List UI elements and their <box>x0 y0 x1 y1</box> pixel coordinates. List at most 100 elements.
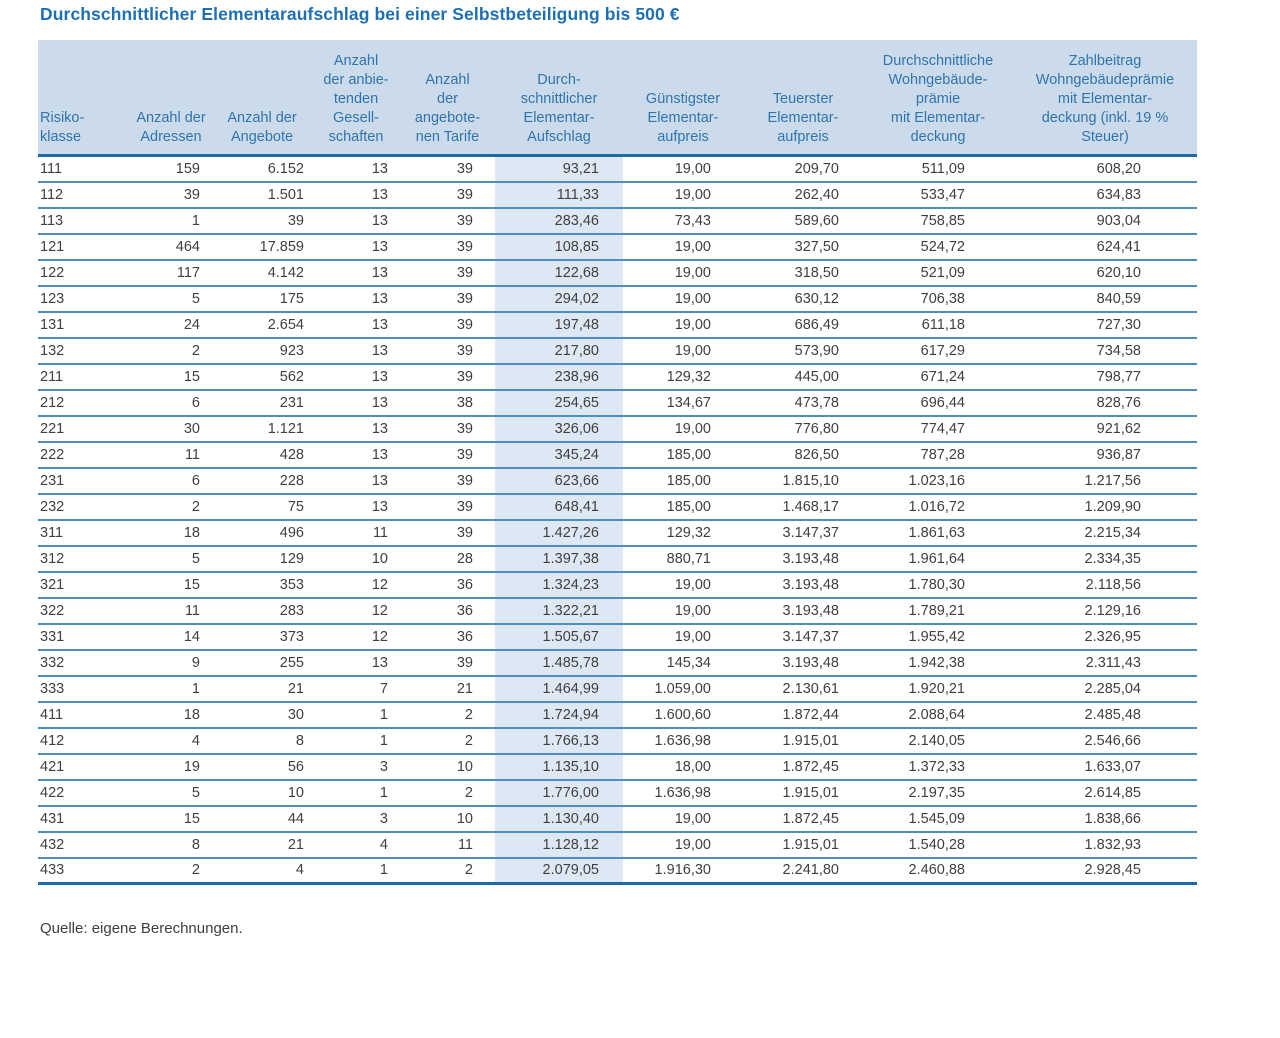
cell-anzahl-gesellschaften: 13 <box>312 311 400 339</box>
cell-teuerster-elementaraufpreis: 1.915,01 <box>743 779 863 807</box>
cell-durchschnittliche-wohngebaeudepraemie: 1.780,30 <box>863 571 1013 599</box>
column-header-durchschnittlicher-elementar-aufschlag: Durch- schnittlicher Elementar- Aufschla… <box>495 40 623 157</box>
cell-teuerster-elementaraufpreis: 327,50 <box>743 233 863 261</box>
table-row-221: 221 30 1.121 13 39 326,06 19,00 776,80 774,47 921… <box>38 415 1197 443</box>
cell-anzahl-gesellschaften: 1 <box>312 779 400 807</box>
cell-risikoklasse: 333 <box>38 675 130 703</box>
cell-durchschnittlicher-elementar-aufschlag: 345,24 <box>495 441 623 469</box>
page-title: Durchschnittlicher Elementaraufschlag be… <box>40 4 680 24</box>
cell-durchschnittliche-wohngebaeudepraemie: 1.942,38 <box>863 649 1013 677</box>
cell-durchschnittliche-wohngebaeudepraemie: 1.861,63 <box>863 519 1013 547</box>
cell-durchschnittliche-wohngebaeudepraemie: 611,18 <box>863 311 1013 339</box>
cell-zahlbeitrag: 2.118,56 <box>1013 571 1197 599</box>
cell-teuerster-elementaraufpreis: 1.872,45 <box>743 805 863 833</box>
cell-anzahl-gesellschaften: 7 <box>312 675 400 703</box>
cell-anzahl-tarife: 36 <box>400 623 495 651</box>
cell-zahlbeitrag: 2.311,43 <box>1013 649 1197 677</box>
cell-anzahl-tarife: 11 <box>400 831 495 859</box>
cell-durchschnittlicher-elementar-aufschlag: 1.724,94 <box>495 701 623 729</box>
cell-zahlbeitrag: 2.546,66 <box>1013 727 1197 755</box>
cell-anzahl-gesellschaften: 13 <box>312 415 400 443</box>
cell-zahlbeitrag: 1.838,66 <box>1013 805 1197 833</box>
cell-anzahl-tarife: 39 <box>400 259 495 287</box>
cell-zahlbeitrag: 1.832,93 <box>1013 831 1197 859</box>
cell-anzahl-adressen: 18 <box>130 519 212 547</box>
cell-durchschnittliche-wohngebaeudepraemie: 787,28 <box>863 441 1013 469</box>
table-row-123: 123 5 175 13 39 294,02 19,00 630,12 706,38 840,59 <box>38 285 1197 313</box>
cell-guenstigster-elementaraufpreis: 880,71 <box>623 545 743 573</box>
cell-teuerster-elementaraufpreis: 3.193,48 <box>743 571 863 599</box>
table-row-411: 411 18 30 1 2 1.724,94 1.600,60 1.872,44 2.088,6… <box>38 701 1197 729</box>
cell-guenstigster-elementaraufpreis: 19,00 <box>623 337 743 365</box>
cell-guenstigster-elementaraufpreis: 18,00 <box>623 753 743 781</box>
cell-risikoklasse: 222 <box>38 441 130 469</box>
cell-durchschnittlicher-elementar-aufschlag: 1.130,40 <box>495 805 623 833</box>
cell-teuerster-elementaraufpreis: 209,70 <box>743 155 863 183</box>
cell-anzahl-angebote: 175 <box>212 285 312 313</box>
cell-zahlbeitrag: 2.326,95 <box>1013 623 1197 651</box>
cell-anzahl-gesellschaften: 10 <box>312 545 400 573</box>
cell-zahlbeitrag: 727,30 <box>1013 311 1197 339</box>
cell-anzahl-gesellschaften: 13 <box>312 389 400 417</box>
cell-anzahl-tarife: 36 <box>400 597 495 625</box>
cell-anzahl-angebote: 39 <box>212 207 312 235</box>
cell-anzahl-angebote: 373 <box>212 623 312 651</box>
cell-anzahl-angebote: 4 <box>212 857 312 885</box>
cell-guenstigster-elementaraufpreis: 129,32 <box>623 519 743 547</box>
cell-zahlbeitrag: 620,10 <box>1013 259 1197 287</box>
cell-anzahl-gesellschaften: 13 <box>312 337 400 365</box>
cell-anzahl-gesellschaften: 12 <box>312 597 400 625</box>
cell-durchschnittliche-wohngebaeudepraemie: 521,09 <box>863 259 1013 287</box>
column-header-anzahl-adressen: Anzahl der Adressen <box>130 40 212 157</box>
cell-anzahl-adressen: 6 <box>130 467 212 495</box>
cell-risikoklasse: 433 <box>38 857 130 885</box>
cell-durchschnittlicher-elementar-aufschlag: 1.324,23 <box>495 571 623 599</box>
cell-guenstigster-elementaraufpreis: 1.600,60 <box>623 701 743 729</box>
cell-durchschnittlicher-elementar-aufschlag: 1.427,26 <box>495 519 623 547</box>
column-header-zahlbeitrag: Zahlbeitrag Wohngebäudeprämie mit Elemen… <box>1013 40 1197 157</box>
cell-risikoklasse: 212 <box>38 389 130 417</box>
table-row-211: 211 15 562 13 39 238,96 129,32 445,00 671,24 798,… <box>38 363 1197 391</box>
elementaraufschlag-table: Risiko- klasse Anzahl der Adressen Anzahl … <box>38 40 1197 885</box>
cell-anzahl-angebote: 231 <box>212 389 312 417</box>
cell-anzahl-adressen: 18 <box>130 701 212 729</box>
table-row-333: 333 1 21 7 21 1.464,99 1.059,00 2.130,61 1.920,2… <box>38 675 1197 703</box>
cell-teuerster-elementaraufpreis: 3.193,48 <box>743 649 863 677</box>
table-row-113: 113 1 39 13 39 283,46 73,43 589,60 758,85 903,04 <box>38 207 1197 235</box>
cell-anzahl-angebote: 56 <box>212 753 312 781</box>
cell-anzahl-adressen: 6 <box>130 389 212 417</box>
cell-durchschnittlicher-elementar-aufschlag: 1.397,38 <box>495 545 623 573</box>
cell-anzahl-adressen: 2 <box>130 493 212 521</box>
cell-durchschnittliche-wohngebaeudepraemie: 2.088,64 <box>863 701 1013 729</box>
cell-anzahl-tarife: 39 <box>400 649 495 677</box>
cell-anzahl-adressen: 14 <box>130 623 212 651</box>
cell-durchschnittliche-wohngebaeudepraemie: 617,29 <box>863 337 1013 365</box>
cell-anzahl-tarife: 39 <box>400 337 495 365</box>
cell-durchschnittlicher-elementar-aufschlag: 283,46 <box>495 207 623 235</box>
cell-risikoklasse: 422 <box>38 779 130 807</box>
cell-anzahl-angebote: 228 <box>212 467 312 495</box>
cell-guenstigster-elementaraufpreis: 185,00 <box>623 467 743 495</box>
cell-teuerster-elementaraufpreis: 589,60 <box>743 207 863 235</box>
cell-anzahl-adressen: 1 <box>130 207 212 235</box>
cell-anzahl-gesellschaften: 13 <box>312 493 400 521</box>
cell-anzahl-tarife: 21 <box>400 675 495 703</box>
table-row-433: 433 2 4 1 2 2.079,05 1.916,30 2.241,80 2.460,88 2… <box>38 857 1197 885</box>
cell-durchschnittliche-wohngebaeudepraemie: 671,24 <box>863 363 1013 391</box>
column-header-risikoklasse: Risiko- klasse <box>38 40 130 157</box>
cell-durchschnittliche-wohngebaeudepraemie: 2.140,05 <box>863 727 1013 755</box>
column-header-anzahl-gesellschaften: Anzahl der anbie- tenden Gesell- schafte… <box>312 40 400 157</box>
cell-teuerster-elementaraufpreis: 2.130,61 <box>743 675 863 703</box>
cell-durchschnittliche-wohngebaeudepraemie: 524,72 <box>863 233 1013 261</box>
cell-teuerster-elementaraufpreis: 3.147,37 <box>743 519 863 547</box>
cell-anzahl-adressen: 1 <box>130 675 212 703</box>
cell-anzahl-gesellschaften: 13 <box>312 441 400 469</box>
cell-anzahl-angebote: 17.859 <box>212 233 312 261</box>
cell-teuerster-elementaraufpreis: 630,12 <box>743 285 863 313</box>
table-row-421: 421 19 56 3 10 1.135,10 18,00 1.872,45 1.372,33 1… <box>38 753 1197 781</box>
cell-anzahl-gesellschaften: 13 <box>312 259 400 287</box>
cell-zahlbeitrag: 2.485,48 <box>1013 701 1197 729</box>
cell-teuerster-elementaraufpreis: 1.872,44 <box>743 701 863 729</box>
cell-anzahl-angebote: 4.142 <box>212 259 312 287</box>
source-note: Quelle: eigene Berechnungen. <box>40 920 243 937</box>
